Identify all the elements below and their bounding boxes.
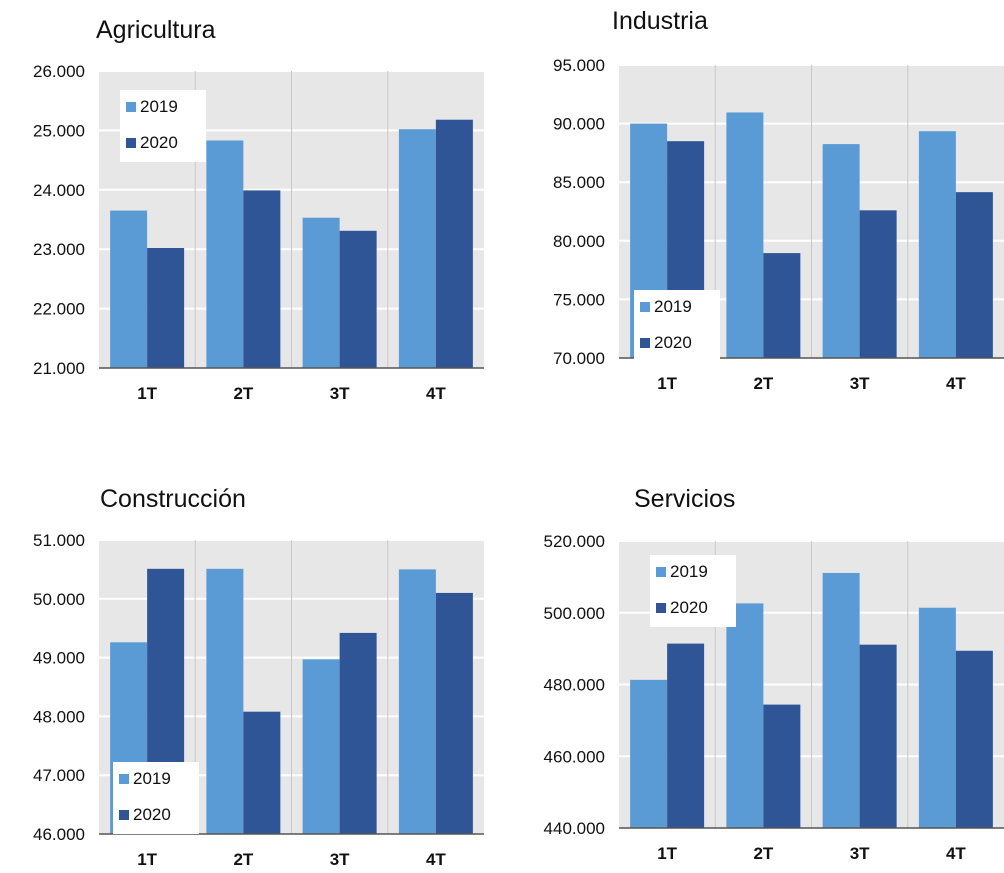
- bar-2019-4T: [398, 569, 436, 834]
- x-tick-label: 3T: [850, 844, 870, 863]
- bar-2019-1T: [630, 679, 668, 828]
- x-tick-label: 1T: [137, 384, 157, 403]
- legend-label-2019: 2019: [140, 97, 178, 116]
- legend-label-2019: 2019: [133, 769, 171, 788]
- bar-2020-4T: [435, 592, 473, 834]
- bar-2020-3T: [859, 210, 897, 358]
- bar-2019-4T: [918, 607, 956, 828]
- bar-2020-4T: [955, 192, 993, 358]
- y-tick-label: 25.000: [33, 121, 85, 140]
- x-tick-label: 3T: [330, 850, 350, 869]
- x-tick-label: 3T: [850, 374, 870, 393]
- y-tick-label: 85.000: [553, 173, 605, 192]
- bar-2020-2T: [763, 253, 801, 358]
- y-tick-label: 51.000: [33, 531, 85, 550]
- bar-2020-2T: [763, 704, 801, 828]
- legend-swatch-2020: [656, 603, 666, 613]
- y-tick-label: 26.000: [33, 62, 85, 81]
- x-tick-label: 4T: [426, 850, 446, 869]
- legend: 2019 2020: [120, 90, 206, 162]
- y-tick-label: 50.000: [33, 590, 85, 609]
- x-tick-label: 2T: [753, 374, 773, 393]
- legend: 2019 2020: [650, 555, 736, 627]
- y-tick-label: 24.000: [33, 181, 85, 200]
- legend-label-2019: 2019: [654, 297, 692, 316]
- chart-servicios: Servicios 440.000 460.000 480.000 500.000 52…: [544, 485, 1004, 863]
- x-tick-label: 1T: [657, 844, 677, 863]
- bar-2020-2T: [243, 190, 281, 368]
- chart-industria: Industria 70.000 75.000 80.000 85.000 90.000…: [553, 7, 1004, 393]
- legend-label-2020: 2020: [670, 598, 708, 617]
- legend-swatch-2020: [126, 138, 136, 148]
- y-tick-label: 90.000: [553, 115, 605, 134]
- chart-title: Construcción: [100, 485, 246, 513]
- y-tick-label: 22.000: [33, 300, 85, 319]
- y-tick-label: 500.000: [544, 604, 605, 623]
- bar-2019-2T: [206, 568, 244, 834]
- y-tick-label: 440.000: [544, 819, 605, 838]
- bar-2020-3T: [339, 230, 377, 368]
- bar-2019-1T: [110, 210, 148, 368]
- x-tick-label: 3T: [330, 384, 350, 403]
- bar-2019-2T: [726, 112, 764, 358]
- bar-2019-3T: [822, 572, 860, 828]
- legend-label-2020: 2020: [654, 333, 692, 352]
- legend: 2019 2020: [634, 290, 720, 362]
- y-tick-label: 48.000: [33, 707, 85, 726]
- x-tick-label: 4T: [946, 374, 966, 393]
- y-tick-label: 460.000: [544, 747, 605, 766]
- bar-2020-3T: [859, 644, 897, 828]
- y-tick-label: 480.000: [544, 676, 605, 695]
- x-tick-label: 4T: [426, 384, 446, 403]
- x-tick-label: 4T: [946, 844, 966, 863]
- legend-swatch-2019: [656, 567, 666, 577]
- x-tick-label: 2T: [753, 844, 773, 863]
- legend-label-2020: 2020: [133, 805, 171, 824]
- bar-2020-1T: [147, 248, 185, 368]
- bar-2019-3T: [302, 659, 340, 834]
- legend-swatch-2020: [640, 338, 650, 348]
- y-tick-label: 47.000: [33, 766, 85, 785]
- bar-2019-4T: [918, 131, 956, 358]
- legend-swatch-2019: [126, 102, 136, 112]
- y-tick-label: 21.000: [33, 359, 85, 378]
- chart-agricultura: Agricultura 21.000 22.000 23.000 24.000 25.0…: [33, 16, 484, 403]
- bar-2020-4T: [435, 119, 473, 368]
- y-tick-label: 23.000: [33, 240, 85, 259]
- y-tick-label: 75.000: [553, 290, 605, 309]
- y-tick-label: 80.000: [553, 232, 605, 251]
- legend-swatch-2020: [119, 810, 129, 820]
- x-tick-label: 1T: [657, 374, 677, 393]
- chart-title: Servicios: [634, 485, 735, 513]
- bar-2019-3T: [302, 217, 340, 368]
- legend: 2019 2020: [113, 762, 199, 834]
- y-tick-label: 49.000: [33, 649, 85, 668]
- y-tick-label: 95.000: [553, 56, 605, 75]
- chart-title: Agricultura: [96, 16, 216, 44]
- bar-2019-2T: [206, 140, 244, 368]
- bar-2020-3T: [339, 632, 377, 834]
- bar-2019-4T: [398, 129, 436, 368]
- legend-swatch-2019: [640, 302, 650, 312]
- bar-2020-2T: [243, 711, 281, 834]
- x-tick-label: 2T: [233, 850, 253, 869]
- legend-label-2019: 2019: [670, 562, 708, 581]
- legend-swatch-2019: [119, 774, 129, 784]
- chart-title: Industria: [612, 7, 708, 35]
- x-tick-label: 1T: [137, 850, 157, 869]
- x-tick-label: 2T: [233, 384, 253, 403]
- y-tick-label: 520.000: [544, 532, 605, 551]
- y-tick-label: 70.000: [553, 349, 605, 368]
- bar-2020-4T: [955, 650, 993, 828]
- y-tick-label: 46.000: [33, 825, 85, 844]
- bar-2020-1T: [667, 643, 705, 828]
- legend-label-2020: 2020: [140, 133, 178, 152]
- bar-2019-2T: [726, 603, 764, 828]
- chart-construccion: Construcción 46.000 47.000 48.000 49.000 50.…: [33, 485, 484, 869]
- bar-2019-3T: [822, 144, 860, 358]
